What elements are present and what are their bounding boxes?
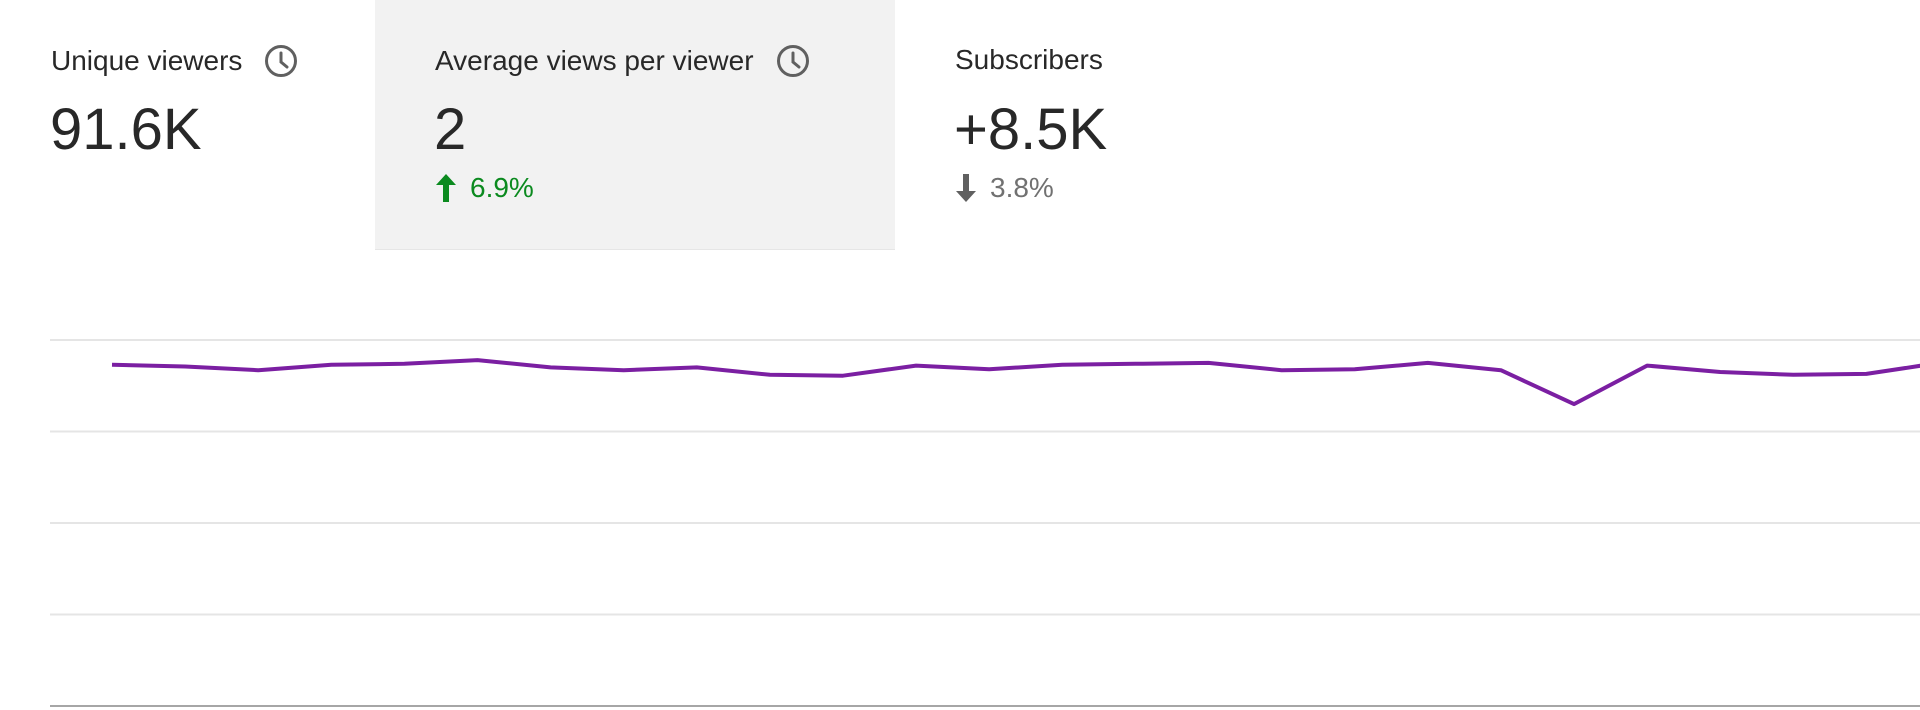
- metric-tab-average-views-per-viewer[interactable]: Average views per viewer 2 6.9%: [375, 0, 895, 250]
- metric-tab-subscribers[interactable]: Subscribers +8.5K 3.8%: [895, 0, 1295, 250]
- arrow-down-icon: [956, 174, 976, 202]
- metric-value: +8.5K: [954, 97, 1108, 162]
- chart-grid: [50, 339, 1920, 707]
- metric-delta-value: 6.9%: [470, 172, 534, 203]
- metric-tabs: Unique viewers 91.6K Average views per v…: [0, 0, 1920, 250]
- metric-delta-value: 3.8%: [990, 172, 1054, 203]
- metric-delta: 6.9%: [434, 172, 534, 204]
- chart-series: [111, 358, 1920, 407]
- metric-title: Unique viewers: [51, 44, 298, 78]
- metric-delta: 3.8%: [954, 172, 1054, 204]
- metric-title-label: Subscribers: [955, 44, 1103, 75]
- metric-title: Subscribers: [955, 44, 1103, 76]
- clock-icon[interactable]: [776, 44, 810, 78]
- clock-icon[interactable]: [264, 44, 298, 78]
- metric-tab-unique-viewers[interactable]: Unique viewers 91.6K: [0, 0, 375, 250]
- metric-value: 2: [434, 97, 467, 162]
- arrow-up-icon: [436, 174, 456, 202]
- metric-title: Average views per viewer: [435, 44, 810, 78]
- line-chart: [50, 339, 1920, 707]
- metric-title-label: Unique viewers: [51, 45, 243, 76]
- series-line[interactable]: [111, 358, 1920, 407]
- metric-value: 91.6K: [50, 97, 202, 162]
- metric-title-label: Average views per viewer: [435, 45, 754, 76]
